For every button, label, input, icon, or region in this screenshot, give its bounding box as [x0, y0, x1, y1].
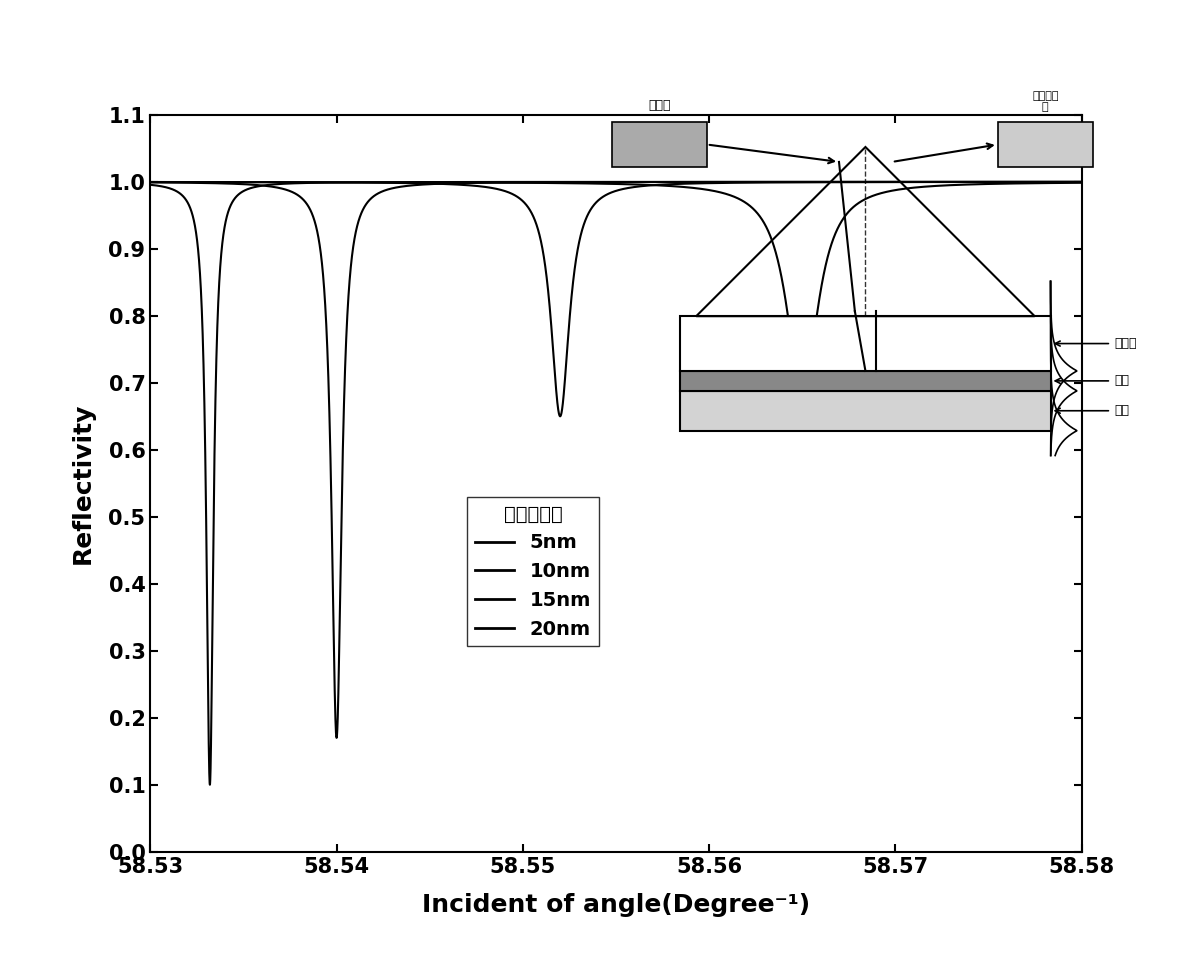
Text: 激光器: 激光器: [648, 100, 671, 112]
Bar: [680, 390, 1051, 431]
Bar: [680, 371, 1051, 390]
Text: 信号接收
器: 信号接收 器: [1033, 91, 1059, 112]
Text: 铬膜: 铬膜: [1055, 374, 1129, 388]
FancyBboxPatch shape: [998, 122, 1093, 167]
FancyBboxPatch shape: [612, 122, 707, 167]
X-axis label: Incident of angle(Degree⁻¹): Incident of angle(Degree⁻¹): [422, 893, 810, 917]
Y-axis label: Reflectivity: Reflectivity: [71, 403, 95, 564]
Legend: 5nm, 10nm, 15nm, 20nm: 5nm, 10nm, 15nm, 20nm: [468, 497, 599, 646]
Text: 匹配液: 匹配液: [1055, 337, 1137, 350]
Bar: [680, 316, 1051, 371]
Text: 衬底: 衬底: [1055, 404, 1129, 417]
